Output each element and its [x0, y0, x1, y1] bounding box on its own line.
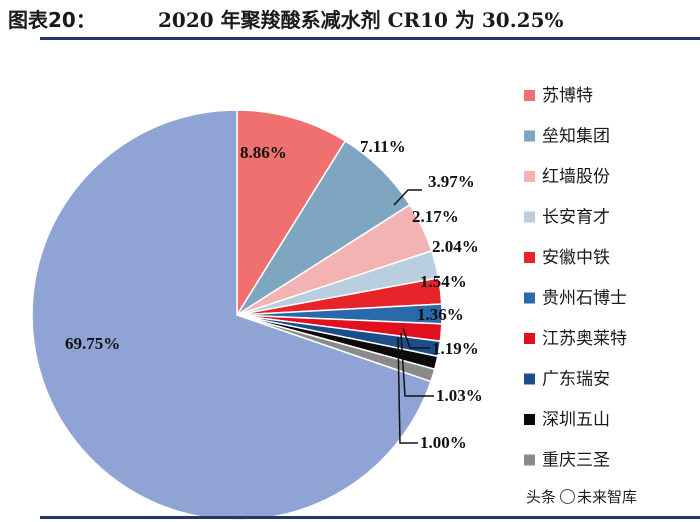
- legend-label-6: 江苏奥莱特: [542, 329, 627, 349]
- legend-swatch-5: [524, 292, 535, 304]
- leader-line-8: [400, 332, 434, 397]
- data-label-0: 8.86%: [240, 143, 287, 162]
- watermark-prefix: 头条: [526, 488, 557, 506]
- legend-label-3: 长安育才: [542, 208, 610, 228]
- chart-title: 2020 年聚羧酸系减水剂 CR10 为 30.25%: [158, 8, 564, 32]
- legend-swatch-2: [524, 171, 535, 182]
- data-label-8: 1.03%: [436, 386, 483, 405]
- legend-swatch-3: [524, 211, 535, 223]
- legend-label-5: 贵州石博士: [542, 289, 627, 309]
- watermark-logo-icon: [560, 489, 576, 504]
- data-label-1: 7.11%: [360, 137, 406, 156]
- data-label-9: 1.00%: [420, 433, 467, 452]
- data-label-4: 2.04%: [432, 237, 479, 256]
- legend-label-4: 安徽中铁: [542, 248, 610, 268]
- chart-header: 图表20： 2020 年聚羧酸系减水剂 CR10 为 30.25%: [0, 0, 700, 38]
- legend-swatch-8: [524, 414, 535, 425]
- leader-line-7: [402, 327, 430, 349]
- data-label-10: 69.75%: [65, 334, 120, 353]
- data-label-6: 1.36%: [417, 305, 464, 324]
- watermark: 头条 未来智库: [526, 486, 637, 507]
- data-label-7: 1.19%: [432, 339, 479, 358]
- legend-label-1: 垒知集团: [542, 127, 610, 147]
- legend-swatch-4: [524, 252, 535, 263]
- data-label-2: 3.97%: [428, 172, 475, 191]
- legend-label-7: 广东瑞安: [542, 370, 610, 390]
- pie-slice-0: [236, 109, 347, 318]
- legend-swatch-7: [524, 373, 535, 385]
- legend-swatch-1: [524, 130, 535, 142]
- leader-line-2: [393, 189, 422, 206]
- legend-label-9: 重庆三圣: [542, 451, 610, 471]
- legend-label-2: 红墙股份: [542, 167, 610, 187]
- legend-label-0: 苏博特: [542, 86, 593, 106]
- pie-slice-10: [31, 109, 432, 521]
- top-rule: [40, 37, 700, 40]
- data-label-5: 1.54%: [420, 272, 467, 291]
- legend-swatch-0: [524, 90, 535, 101]
- leader-line-9: [397, 336, 418, 444]
- legend-swatch-9: [524, 454, 535, 466]
- data-label-3: 2.17%: [412, 207, 459, 226]
- legend-label-8: 深圳五山: [542, 410, 610, 430]
- figure-label: 图表20：: [8, 8, 96, 32]
- legend-swatch-6: [524, 333, 535, 344]
- watermark-suffix: 未来智库: [577, 488, 638, 506]
- bottom-rule: [40, 516, 700, 519]
